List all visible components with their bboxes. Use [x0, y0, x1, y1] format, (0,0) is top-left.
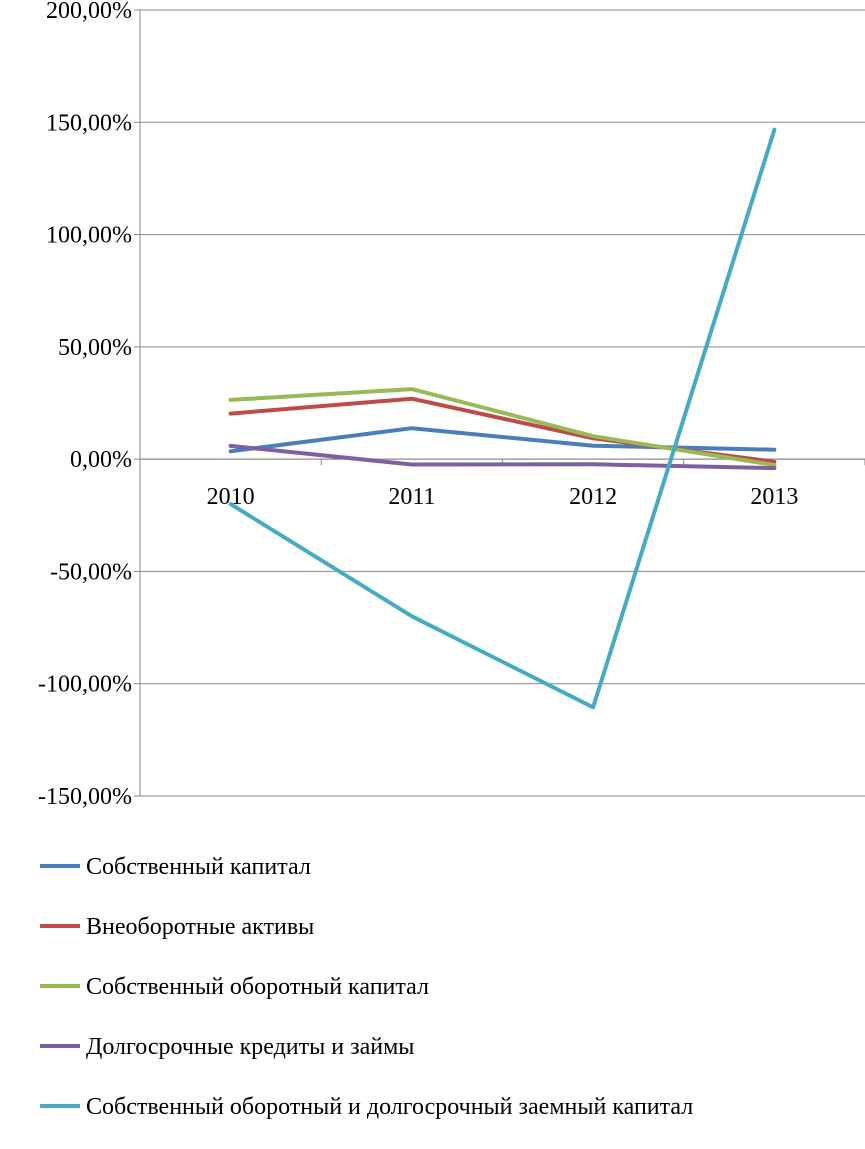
y-axis-ticks: 200,00% 150,00% 100,00% 50,00% 0,00% -50,00% -…: [38, 0, 140, 810]
y-tick-label: 150,00%: [46, 110, 132, 136]
y-tick-label: 0,00%: [70, 447, 132, 473]
series-line-3: [228, 387, 777, 467]
legend-label: Собственный оборотный и долгосрочный зае…: [86, 1094, 693, 1120]
y-tick-label: 50,00%: [58, 335, 132, 361]
y-tick-label: -100,00%: [38, 672, 132, 698]
y-tick-label: 200,00%: [46, 0, 132, 24]
x-tick-label: 2011: [388, 484, 435, 510]
x-tick-label: 2013: [750, 484, 798, 510]
legend-item: Долгосрочные кредиты и займы: [40, 1034, 414, 1060]
y-tick-label: 100,00%: [46, 223, 132, 249]
legend-label: Внеоборотные активы: [86, 914, 314, 940]
legend-label: Долгосрочные кредиты и займы: [86, 1034, 414, 1060]
axes: [139, 10, 865, 796]
legend: Собственный капитал Внеоборотные активы Со…: [40, 854, 693, 1120]
legend-label: Собственный капитал: [86, 854, 311, 880]
gridlines: [140, 9, 865, 797]
x-tick-label: 2012: [569, 484, 617, 510]
legend-item: Собственный капитал: [40, 854, 311, 880]
legend-item: Собственный оборотный капитал: [40, 974, 429, 1000]
series-lines: [228, 127, 777, 710]
y-tick-label: -150,00%: [38, 784, 132, 810]
y-tick-label: -50,00%: [50, 559, 132, 585]
series-line-5: [228, 127, 777, 710]
legend-label: Собственный оборотный капитал: [86, 974, 429, 1000]
legend-item: Внеоборотные активы: [40, 914, 314, 940]
x-axis-ticks: 2010 2011 2012 2013: [139, 459, 865, 510]
series-line-1: [228, 426, 777, 454]
legend-item: Собственный оборотный и долгосрочный зае…: [40, 1094, 693, 1120]
series-line-4: [228, 443, 777, 471]
